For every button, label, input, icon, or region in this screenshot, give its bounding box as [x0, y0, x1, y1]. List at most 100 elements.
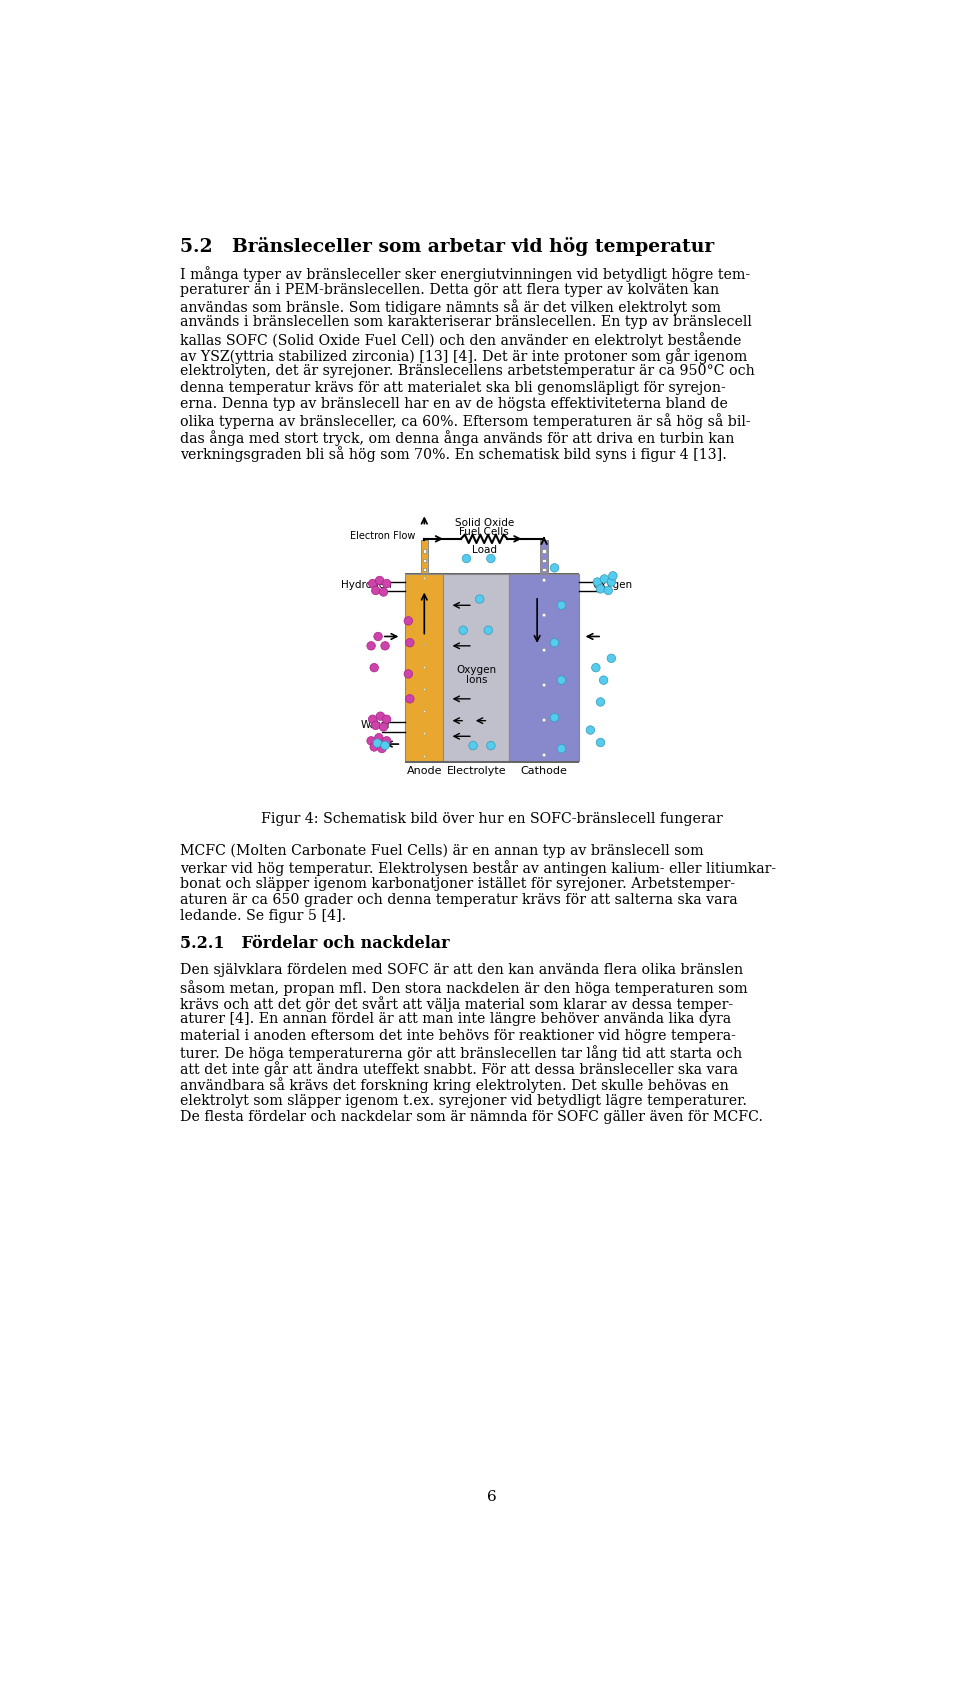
- Text: elektrolyt som släpper igenom t.ex. syrejoner vid betydligt lägre temperaturer.: elektrolyt som släpper igenom t.ex. syre…: [180, 1094, 748, 1107]
- Circle shape: [462, 555, 470, 563]
- Circle shape: [377, 745, 386, 754]
- Circle shape: [376, 713, 385, 721]
- Text: Solid Oxide: Solid Oxide: [455, 519, 514, 527]
- Text: olika typerna av bränsleceller, ca 60%. Eftersom temperaturen är så hög så bil-: olika typerna av bränsleceller, ca 60%. …: [180, 413, 751, 429]
- Circle shape: [542, 648, 546, 651]
- Bar: [422, 643, 424, 645]
- Circle shape: [596, 585, 605, 594]
- Circle shape: [370, 663, 378, 672]
- Circle shape: [369, 580, 377, 589]
- Text: aturer [4]. En annan fördel är att man inte längre behöver använda lika dyra: aturer [4]. En annan fördel är att man i…: [180, 1012, 732, 1026]
- Circle shape: [370, 743, 378, 752]
- Circle shape: [542, 578, 546, 582]
- Circle shape: [374, 733, 383, 742]
- Circle shape: [487, 742, 495, 750]
- Text: material i anoden eftersom det inte behövs för reaktioner vid högre tempera-: material i anoden eftersom det inte behö…: [180, 1029, 736, 1043]
- Circle shape: [557, 675, 565, 684]
- Circle shape: [404, 617, 413, 626]
- Text: såsom metan, propan mfl. Den stora nackdelen är den höga temperaturen som: såsom metan, propan mfl. Den stora nackd…: [180, 980, 748, 995]
- Text: Electrolyte: Electrolyte: [446, 765, 506, 776]
- Text: används i bränslecellen som karakteriserar bränslecellen. En typ av bränslecell: används i bränslecellen som karakteriser…: [180, 315, 753, 330]
- Circle shape: [405, 638, 414, 646]
- Text: erna. Denna typ av bränslecell har en av de högsta effektiviteterna bland de: erna. Denna typ av bränslecell har en av…: [180, 396, 729, 412]
- Text: Electron Flow: Electron Flow: [349, 531, 415, 541]
- Circle shape: [373, 633, 382, 641]
- Text: verkningsgraden bli så hög som 70%. En schematisk bild syns i figur 4 [13].: verkningsgraden bli så hög som 70%. En s…: [180, 446, 728, 463]
- Text: De flesta fördelar och nackdelar som är nämnda för SOFC gäller även för MCFC.: De flesta fördelar och nackdelar som är …: [180, 1111, 763, 1124]
- Circle shape: [542, 684, 546, 687]
- Circle shape: [379, 589, 388, 597]
- Circle shape: [475, 595, 484, 604]
- Text: Anode: Anode: [406, 765, 442, 776]
- Circle shape: [550, 713, 559, 721]
- Circle shape: [484, 626, 492, 634]
- Circle shape: [369, 714, 377, 723]
- Bar: [422, 549, 426, 553]
- Text: MCFC (Molten Carbonate Fuel Cells) är en annan typ av bränslecell som: MCFC (Molten Carbonate Fuel Cells) är en…: [180, 844, 704, 859]
- Circle shape: [607, 655, 615, 663]
- Circle shape: [382, 737, 391, 745]
- Text: Fuel Cells: Fuel Cells: [459, 527, 509, 538]
- Text: användbara så krävs det forskning kring elektrolyten. Det skulle behövas en: användbara så krävs det forskning kring …: [180, 1078, 730, 1094]
- Circle shape: [373, 738, 381, 747]
- Circle shape: [596, 697, 605, 706]
- Circle shape: [542, 614, 546, 617]
- Bar: [542, 549, 546, 553]
- Circle shape: [381, 641, 390, 650]
- Text: Oxygen: Oxygen: [592, 580, 633, 590]
- Circle shape: [382, 714, 391, 723]
- Circle shape: [382, 580, 391, 589]
- Text: Oxygen: Oxygen: [456, 665, 496, 675]
- Circle shape: [600, 575, 609, 583]
- Text: Load: Load: [471, 544, 496, 555]
- Text: verkar vid hög temperatur. Elektrolysen består av antingen kalium- eller litiumk: verkar vid hög temperatur. Elektrolysen …: [180, 861, 777, 876]
- Circle shape: [375, 577, 384, 585]
- Circle shape: [609, 572, 617, 580]
- Text: turer. De höga temperaturerna gör att bränslecellen tar lång tid att starta och: turer. De höga temperaturerna gör att br…: [180, 1044, 743, 1061]
- Bar: [444, 575, 510, 762]
- Text: krävs och att det gör det svårt att välja material som klarar av dessa temper-: krävs och att det gör det svårt att välj…: [180, 997, 733, 1012]
- Circle shape: [607, 578, 615, 587]
- Bar: [422, 711, 424, 713]
- Text: 6: 6: [487, 1490, 497, 1504]
- Bar: [542, 568, 546, 572]
- Circle shape: [550, 563, 559, 572]
- Text: av YSZ(yttria stabilized zirconia) [13] [4]. Det är inte protoner som går igenom: av YSZ(yttria stabilized zirconia) [13] …: [180, 349, 748, 364]
- Text: Water: Water: [360, 721, 392, 730]
- Bar: [405, 575, 444, 762]
- Text: Den självklara fördelen med SOFC är att den kan använda flera olika bränslen: Den självklara fördelen med SOFC är att …: [180, 963, 744, 978]
- Bar: [510, 575, 579, 762]
- Text: denna temperatur krävs för att materialet ska bli genomsläpligt för syrejon-: denna temperatur krävs för att materiale…: [180, 381, 726, 395]
- Bar: [422, 599, 424, 600]
- Text: 5.2   Bränsleceller som arbetar vid hög temperatur: 5.2 Bränsleceller som arbetar vid hög te…: [180, 236, 714, 257]
- Circle shape: [379, 723, 388, 731]
- Circle shape: [381, 742, 390, 750]
- Text: Ions: Ions: [466, 675, 487, 686]
- Circle shape: [468, 742, 477, 750]
- Circle shape: [596, 738, 605, 747]
- Text: bonat och släpper igenom karbonatjoner istället för syrejoner. Arbetstemper-: bonat och släpper igenom karbonatjoner i…: [180, 876, 735, 891]
- Circle shape: [591, 663, 600, 672]
- Circle shape: [459, 626, 468, 634]
- Text: Figur 4: Schematisk bild över hur en SOFC-bränslecell fungerar: Figur 4: Schematisk bild över hur en SOF…: [261, 811, 723, 825]
- Circle shape: [487, 555, 495, 563]
- Text: 5.2.1   Fördelar och nackdelar: 5.2.1 Fördelar och nackdelar: [180, 936, 450, 953]
- Circle shape: [599, 675, 608, 684]
- Text: aturen är ca 650 grader och denna temperatur krävs för att salterna ska vara: aturen är ca 650 grader och denna temper…: [180, 893, 738, 907]
- Circle shape: [593, 578, 602, 587]
- Bar: [422, 577, 424, 578]
- Bar: [422, 755, 424, 757]
- Text: användas som bränsle. Som tidigare nämnts så är det vilken elektrolyt som: användas som bränsle. Som tidigare nämnt…: [180, 299, 722, 315]
- Circle shape: [557, 745, 565, 754]
- Bar: [542, 558, 546, 561]
- Circle shape: [542, 754, 546, 757]
- Circle shape: [367, 737, 375, 745]
- Circle shape: [372, 587, 380, 595]
- Circle shape: [404, 670, 413, 679]
- Text: I många typer av bränsleceller sker energiutvinningen vid betydligt högre tem-: I många typer av bränsleceller sker ener…: [180, 267, 751, 282]
- Bar: [422, 621, 424, 623]
- Bar: [420, 541, 428, 573]
- Circle shape: [550, 638, 559, 646]
- Bar: [422, 687, 424, 691]
- Circle shape: [372, 721, 380, 730]
